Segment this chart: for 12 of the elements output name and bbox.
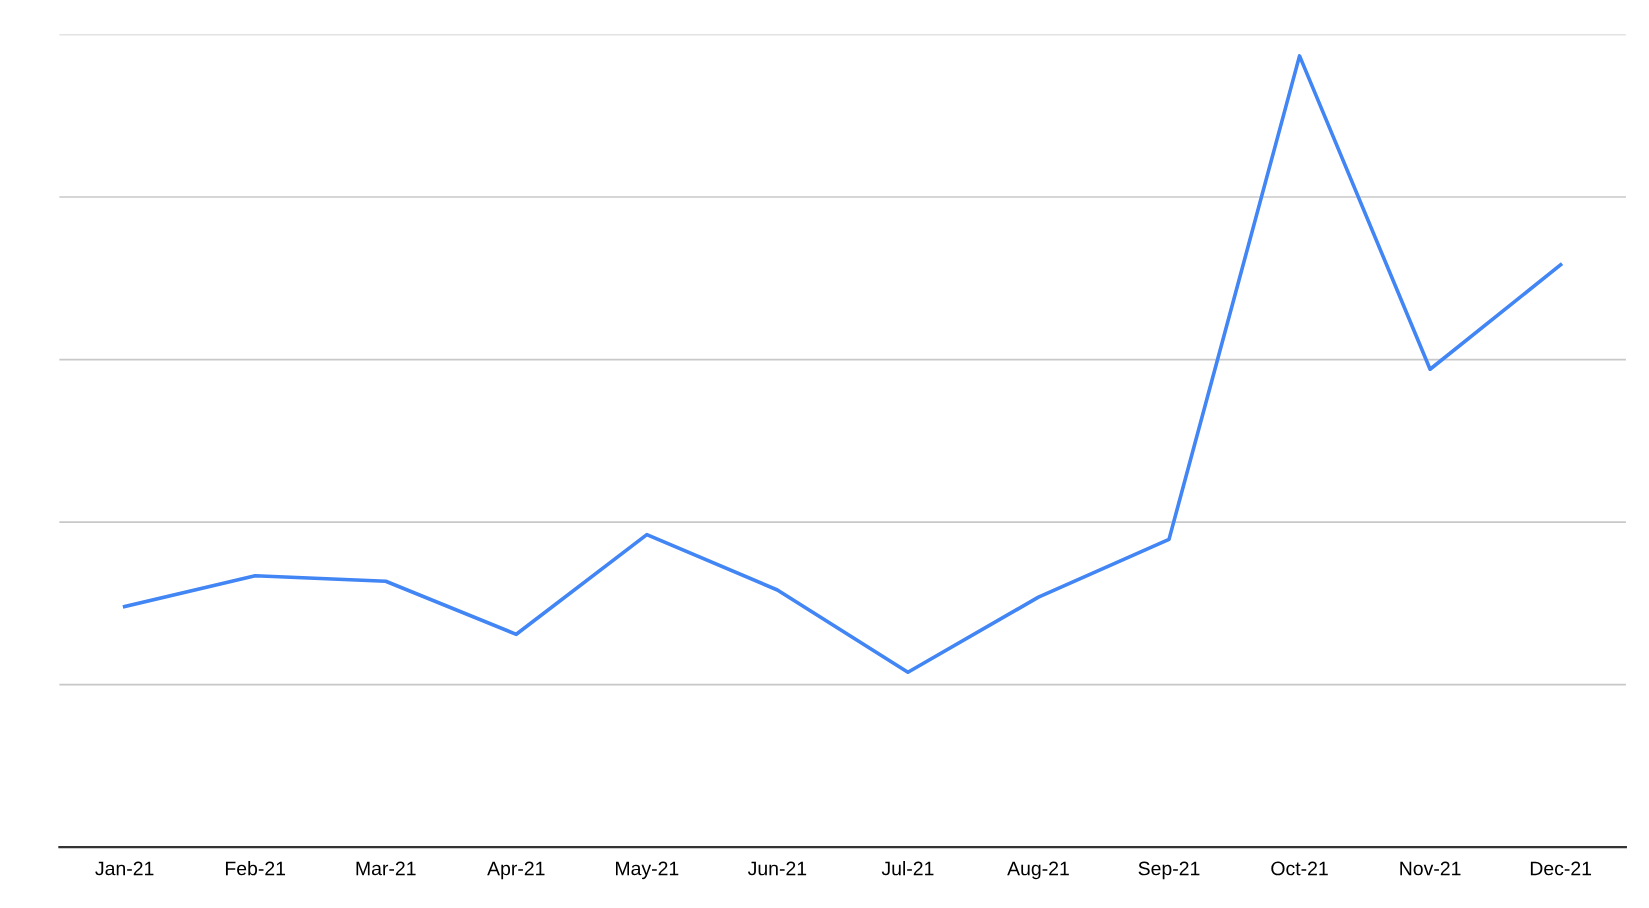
x-tick-label: Feb-21 xyxy=(225,861,286,876)
x-tick-label: Dec-21 xyxy=(1530,861,1592,876)
x-tick-label: Mar-21 xyxy=(356,861,416,876)
x-tick-label: Sep-21 xyxy=(1138,861,1200,880)
x-tick-label: Nov-21 xyxy=(1400,861,1461,876)
x-tick-label: Jun-21 xyxy=(747,861,807,876)
x-tick-label: Jan-21 xyxy=(95,861,154,876)
x-tick-label: Oct-21 xyxy=(1271,861,1328,876)
x-tick-label: Jul-21 xyxy=(881,861,934,876)
x-tick-label: Apr-21 xyxy=(487,861,545,880)
x-tick-label: Aug-21 xyxy=(1007,861,1069,880)
x-tick-label: May-21 xyxy=(616,861,679,880)
